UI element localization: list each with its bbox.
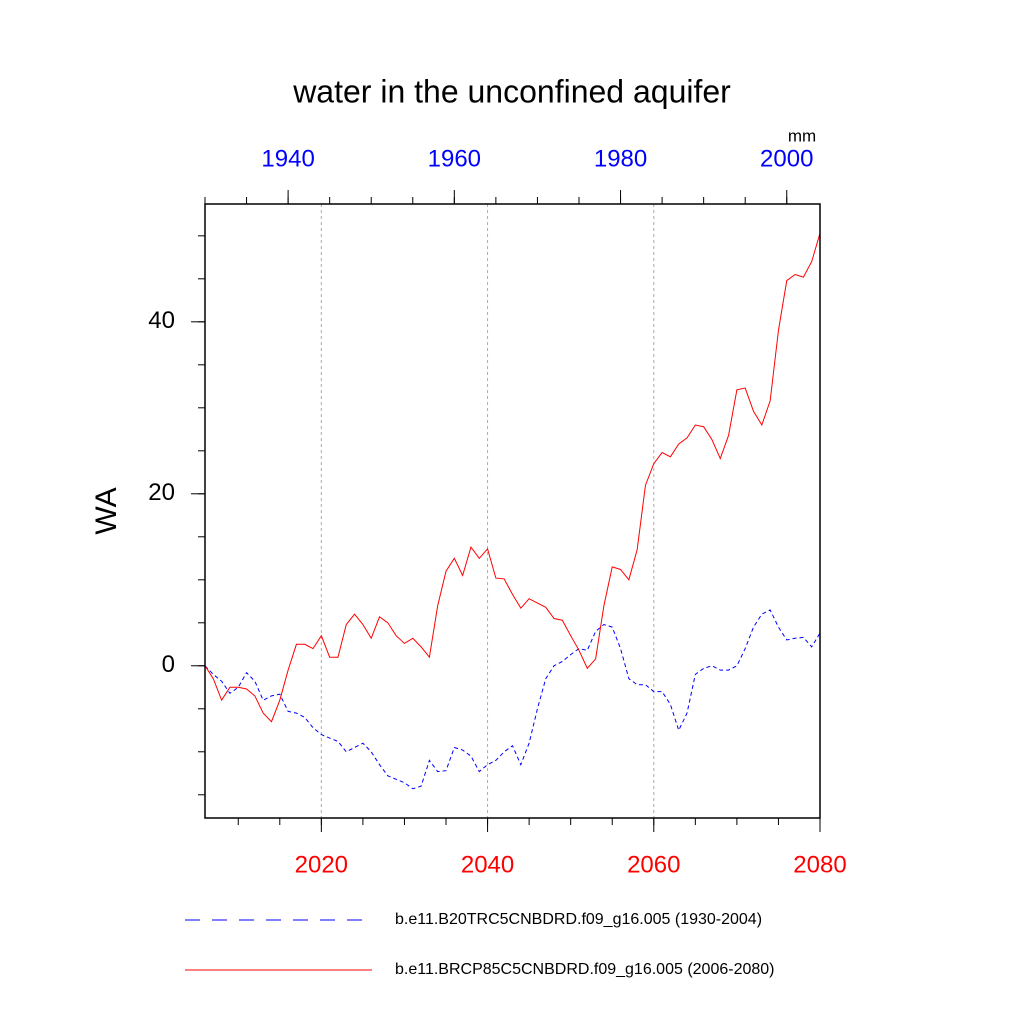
x2-tick-label: 1960 [428, 145, 481, 172]
x-tick-label: 2020 [295, 851, 348, 878]
series-line [204, 609, 821, 790]
y-tick-label: 40 [148, 307, 175, 334]
plot-frame [204, 203, 821, 819]
x-tick-label: 2080 [793, 851, 846, 878]
x2-tick-label: 1980 [594, 145, 647, 172]
x2-tick-label: 1940 [261, 145, 314, 172]
x2-tick-label: 2000 [760, 145, 813, 172]
x-tick-label: 2040 [461, 851, 514, 878]
series-line [204, 233, 821, 723]
y-axis-label: WA [90, 487, 123, 534]
legend-label: b.e11.B20TRC5CNBDRD.f09_g16.005 (1930-20… [395, 911, 762, 928]
y-tick-label: 20 [148, 479, 175, 506]
y-tick-label: 0 [162, 651, 175, 678]
units-label: mm [788, 126, 816, 145]
legend-label: b.e11.BRCP85C5CNBDRD.f09_g16.005 (2006-2… [395, 961, 774, 978]
chart-title: water in the unconfined aquifer [292, 73, 731, 109]
x-tick-label: 2060 [627, 851, 680, 878]
